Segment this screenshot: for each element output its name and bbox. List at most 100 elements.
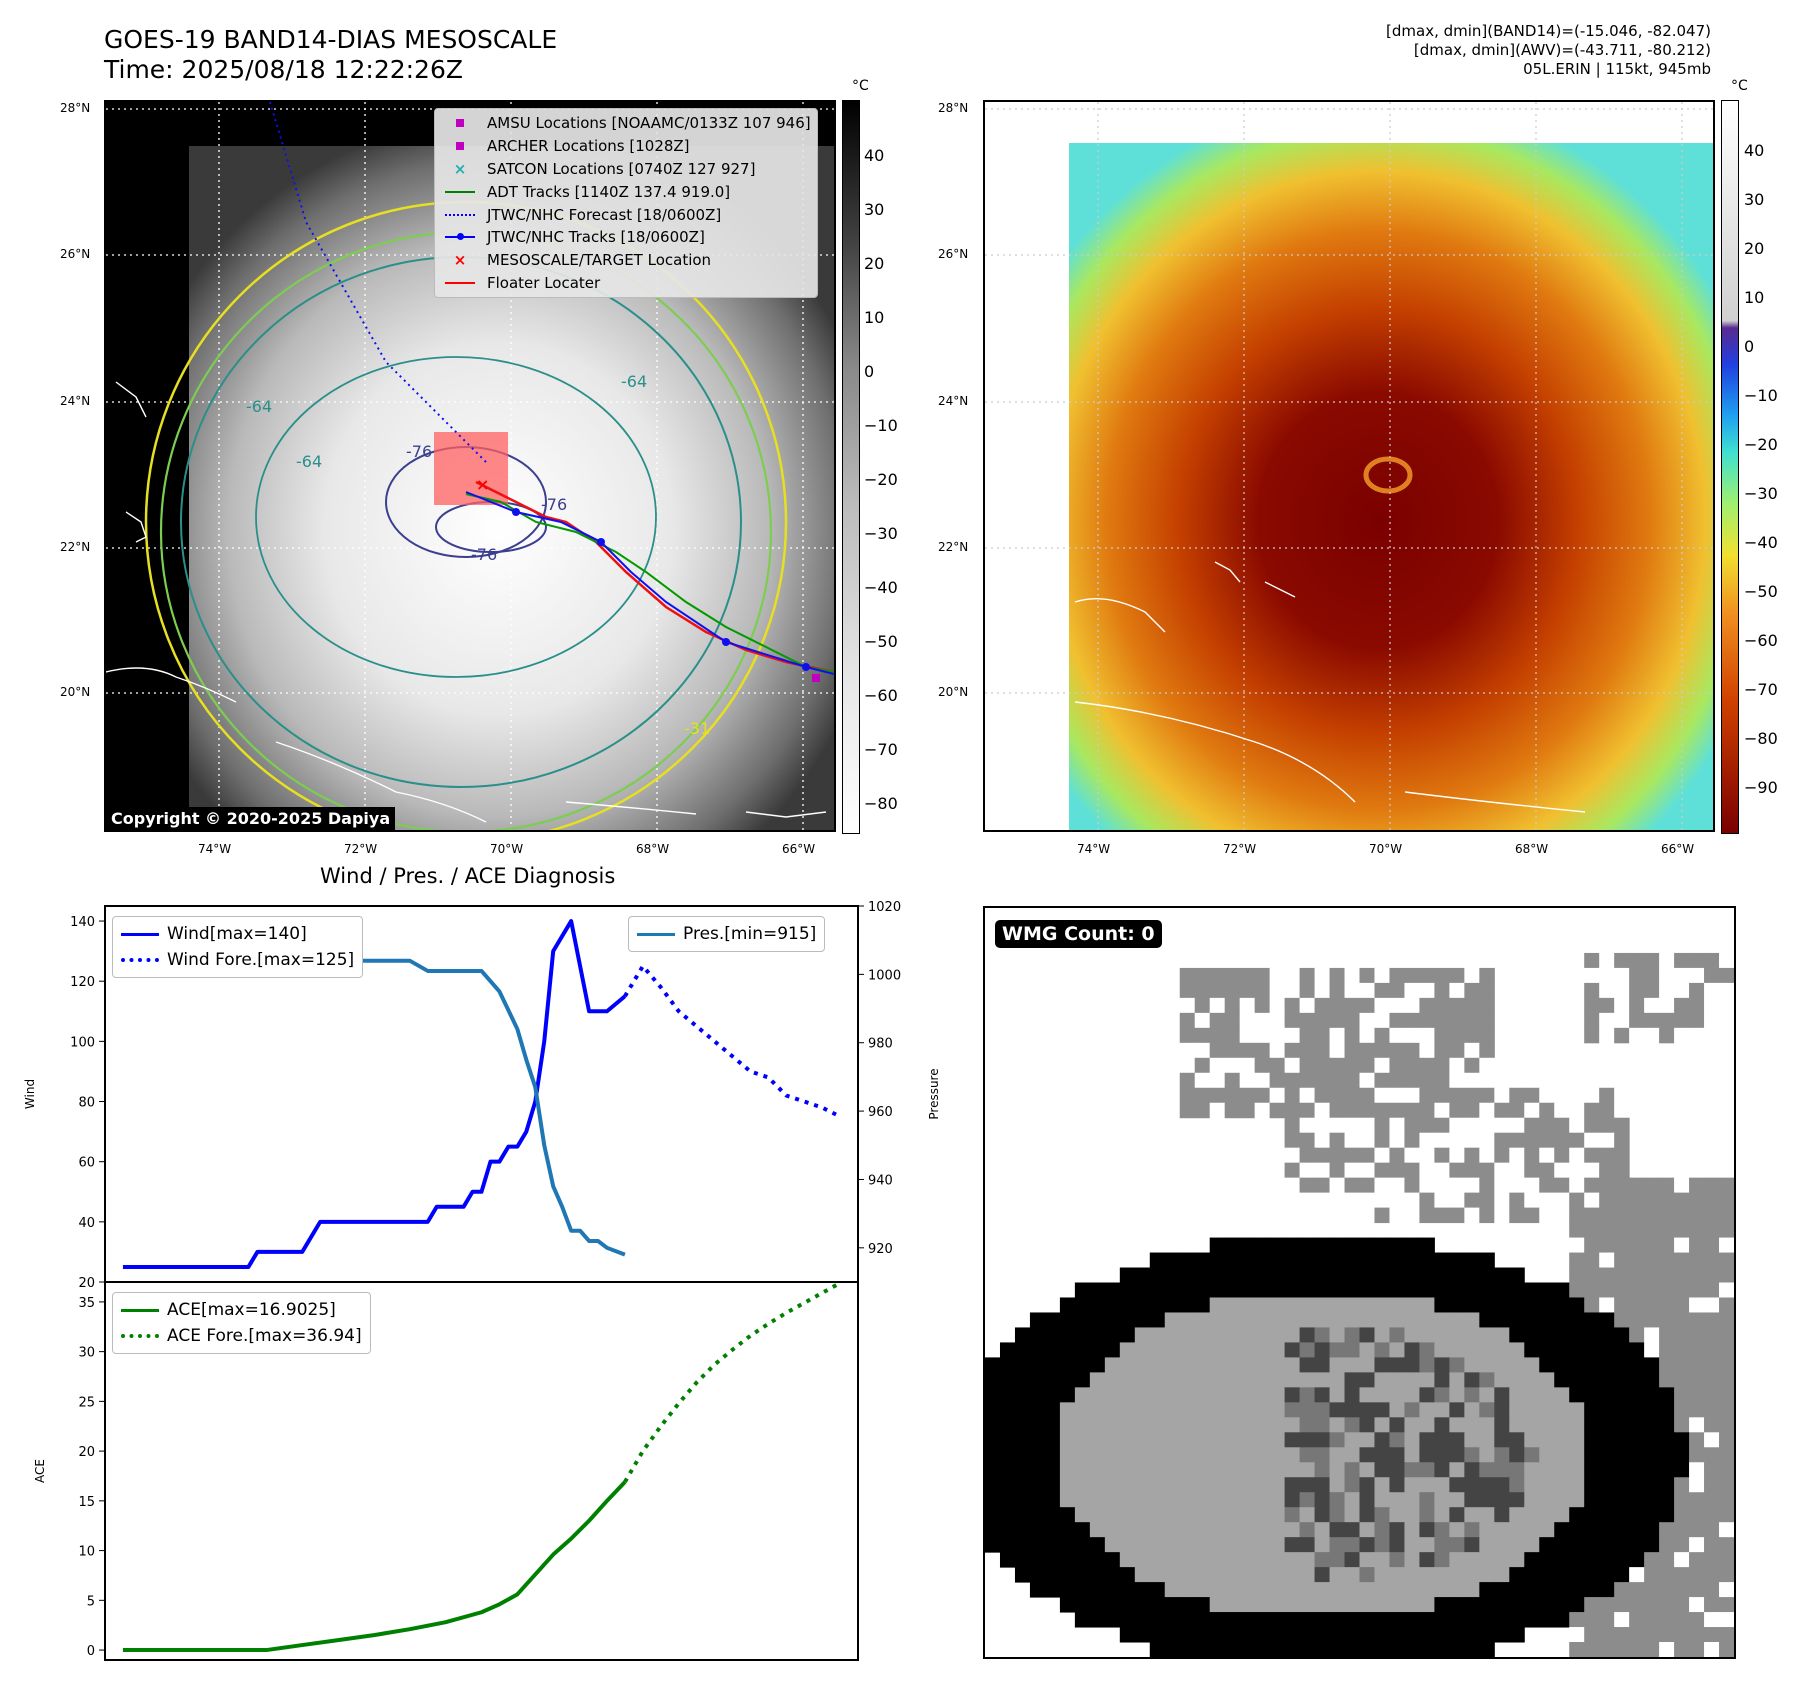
wmg-cell bbox=[1269, 1537, 1286, 1553]
colorbar-tick-label: 40 bbox=[1744, 141, 1765, 160]
wmg-cell bbox=[1149, 1402, 1166, 1418]
wmg-cell bbox=[1719, 967, 1734, 984]
wmg-cell bbox=[1254, 1297, 1271, 1313]
wmg-cell bbox=[1164, 1372, 1181, 1388]
wmg-cell bbox=[1254, 1042, 1271, 1059]
wmg-cell bbox=[1449, 1042, 1465, 1059]
wmg-cell bbox=[1044, 1582, 1061, 1598]
wmg-cell bbox=[1584, 1012, 1600, 1029]
wmg-cell bbox=[1194, 1057, 1211, 1074]
contour-label: -76 bbox=[406, 442, 432, 461]
wmg-cell bbox=[985, 1432, 1001, 1448]
wmg-cell bbox=[1119, 1402, 1136, 1418]
wmg-cell bbox=[1344, 1132, 1360, 1149]
wmg-cell bbox=[1659, 1642, 1675, 1657]
wmg-cell bbox=[1299, 1387, 1316, 1403]
wmg-cell bbox=[1389, 1237, 1405, 1254]
wmg-cell bbox=[1164, 1627, 1181, 1643]
wmg-cell bbox=[1464, 1207, 1480, 1224]
wmg-cell bbox=[1584, 1207, 1600, 1224]
wmg-cell bbox=[1584, 1582, 1600, 1598]
wmg-cell bbox=[1224, 1507, 1241, 1523]
wmg-cell bbox=[1284, 1072, 1301, 1089]
wmg-cell bbox=[1704, 1342, 1720, 1358]
wmg-cell bbox=[1419, 1117, 1435, 1134]
wmg-cell bbox=[1404, 1507, 1420, 1523]
wmg-cell bbox=[1464, 1132, 1480, 1149]
wmg-cell bbox=[1569, 1627, 1585, 1643]
wmg-cell bbox=[1449, 1012, 1465, 1029]
info-line1: [dmax, dmin](BAND14)=(-15.046, -82.047) bbox=[1386, 22, 1711, 40]
wmg-cell bbox=[1344, 1252, 1360, 1269]
wmg-cell bbox=[1194, 1567, 1211, 1583]
colorbar-tick-label: 10 bbox=[864, 308, 885, 327]
wmg-cell bbox=[1569, 1462, 1585, 1478]
wmg-cell bbox=[1449, 1372, 1465, 1388]
wmg-cell bbox=[1674, 1177, 1690, 1194]
wmg-cell bbox=[1674, 982, 1690, 999]
wmg-cell bbox=[1569, 1387, 1585, 1403]
wmg-cell bbox=[1119, 1267, 1136, 1283]
wmg-cell bbox=[1149, 1297, 1166, 1313]
wmg-cell bbox=[1389, 1267, 1405, 1283]
wmg-cell bbox=[1344, 1237, 1360, 1254]
wmg-cell bbox=[1194, 1402, 1211, 1418]
wmg-cell bbox=[1134, 1582, 1151, 1598]
legend-item-target: × MESOSCALE/TARGET Location bbox=[453, 251, 712, 270]
wmg-cell bbox=[1359, 1177, 1375, 1194]
wmg-cell bbox=[1014, 1477, 1031, 1493]
wmg-cell bbox=[1629, 1627, 1645, 1643]
wmg-cell bbox=[1434, 1372, 1450, 1388]
wmg-cell bbox=[1374, 1627, 1390, 1643]
wmg-cell bbox=[1254, 1267, 1271, 1283]
wmg-cell bbox=[1254, 1237, 1271, 1254]
wmg-cell bbox=[1194, 1417, 1211, 1433]
contour-label: -64 bbox=[246, 397, 272, 416]
colorbar-tick-label: 10 bbox=[1744, 288, 1765, 307]
lat-label: 28°N bbox=[60, 101, 91, 115]
wmg-cell bbox=[1179, 1042, 1196, 1059]
wmg-cell bbox=[1209, 1312, 1226, 1328]
wmg-cell bbox=[1434, 1432, 1450, 1448]
wmg-cell bbox=[1239, 1357, 1256, 1373]
wmg-cell bbox=[1719, 1627, 1734, 1643]
wmg-cell bbox=[1494, 1327, 1510, 1343]
wmg-cell bbox=[1164, 1402, 1181, 1418]
wmg-cell bbox=[1299, 1252, 1316, 1269]
wmg-cell bbox=[1449, 1432, 1465, 1448]
wmg-cell bbox=[1419, 1057, 1435, 1074]
wmg-cell bbox=[1299, 1537, 1316, 1553]
wmg-cell bbox=[1449, 1552, 1465, 1568]
wmg-cell bbox=[1389, 1072, 1405, 1089]
colorbar-tick-label: 0 bbox=[1744, 337, 1755, 356]
wmg-cell bbox=[1464, 1252, 1480, 1269]
wmg-cell bbox=[1689, 1237, 1705, 1254]
colorbar-tick-label: −10 bbox=[864, 416, 898, 435]
wmg-cell bbox=[1389, 1252, 1405, 1269]
wmg-cell bbox=[1419, 967, 1435, 984]
wmg-cell bbox=[1404, 1162, 1420, 1179]
colorbar-tick-label: −40 bbox=[1744, 533, 1778, 552]
wmg-cell bbox=[1434, 1582, 1450, 1598]
wmg-cell bbox=[1329, 1117, 1346, 1134]
wmg-cell bbox=[1674, 1297, 1690, 1313]
wmg-cell bbox=[1704, 1027, 1720, 1044]
wmg-cell bbox=[1224, 1552, 1241, 1568]
wmg-cell bbox=[1299, 1597, 1316, 1613]
wmg-cell bbox=[1059, 1342, 1076, 1358]
wmg-cell bbox=[1539, 1192, 1555, 1209]
wmg-cell bbox=[1464, 1327, 1480, 1343]
wmg-cell bbox=[1479, 1252, 1495, 1269]
wmg-cell bbox=[1149, 1462, 1166, 1478]
wmg-cell bbox=[1464, 1492, 1480, 1508]
wmg-cell bbox=[1074, 1342, 1091, 1358]
wmg-cell bbox=[1359, 1207, 1375, 1224]
wmg-cell bbox=[1539, 1132, 1555, 1149]
wmg-cell bbox=[1299, 1462, 1316, 1478]
wmg-cell bbox=[1644, 1462, 1660, 1478]
wmg-cell bbox=[1464, 1117, 1480, 1134]
wmg-cell bbox=[1554, 1477, 1570, 1493]
wmg-cell bbox=[1239, 1297, 1256, 1313]
wmg-cell bbox=[1479, 1402, 1495, 1418]
wmg-cell bbox=[1284, 1192, 1301, 1209]
